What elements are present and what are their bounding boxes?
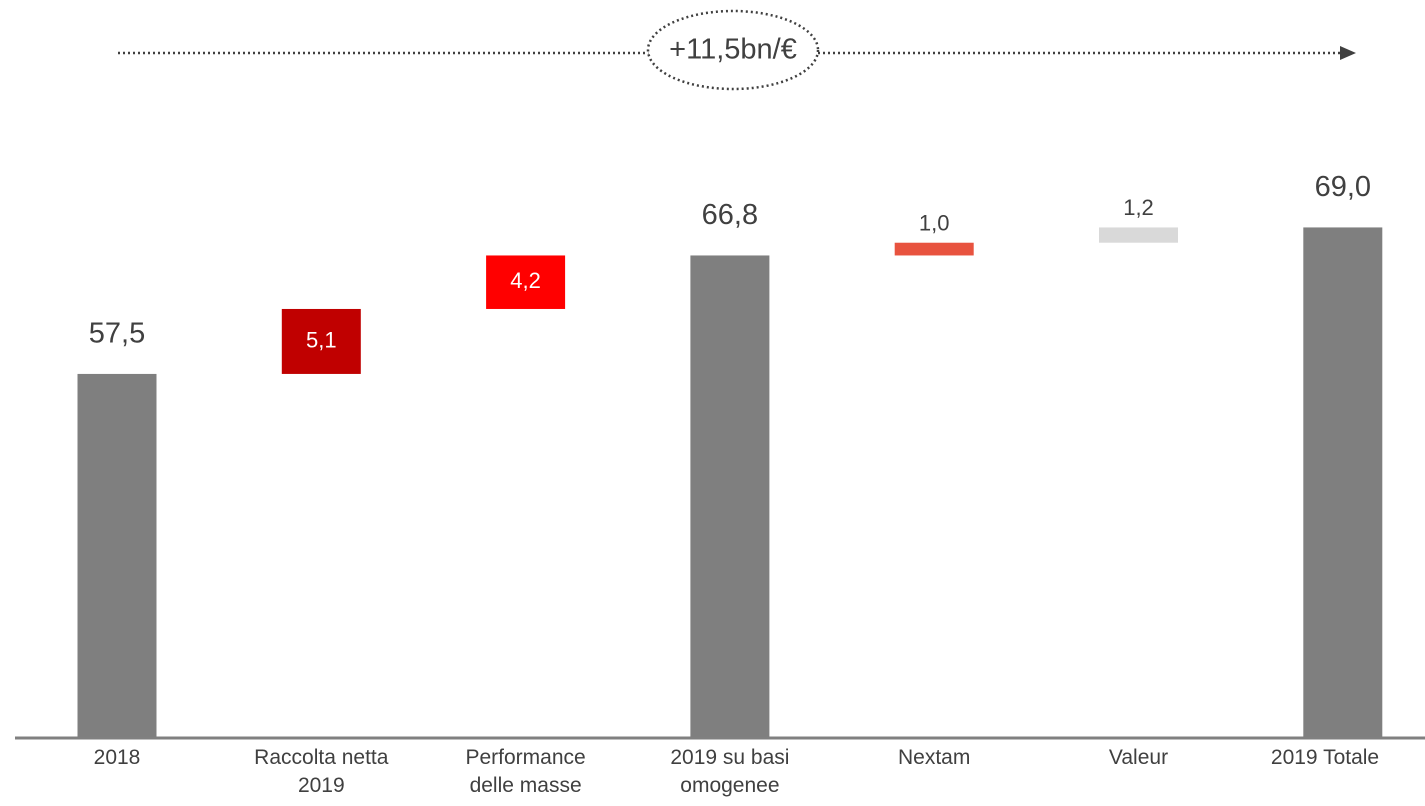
arrow-head [1340,46,1356,60]
annotation: +11,5bn/€ [669,34,797,66]
value-label: 5,1 [306,327,337,352]
bar [77,373,157,737]
bar [894,242,974,256]
x-tick-label: Nextam [898,746,971,769]
annotation-ellipse [646,9,820,91]
x-tick-label: 2019 Totale [1270,746,1380,769]
value-label: 1,2 [1123,195,1154,220]
x-tick-label: Valeur [1108,746,1169,769]
value-label: 57,5 [89,318,145,350]
bar [1099,227,1178,243]
bar [486,255,566,309]
value-label: 69,0 [1315,171,1371,203]
value-label: 1,0 [919,211,950,236]
bar [690,255,770,737]
x-tick-label: Raccolta netta 2019 [254,746,389,797]
x-tick-label: 2019 su basi omogenee [670,746,790,797]
value-label: 66,8 [702,199,758,231]
value-label: 4,2 [510,268,541,293]
x-tick-label: Performance delle masse [465,746,586,797]
x-tick-label: 2018 [93,746,141,769]
bar [1303,227,1383,737]
bar [281,308,361,374]
